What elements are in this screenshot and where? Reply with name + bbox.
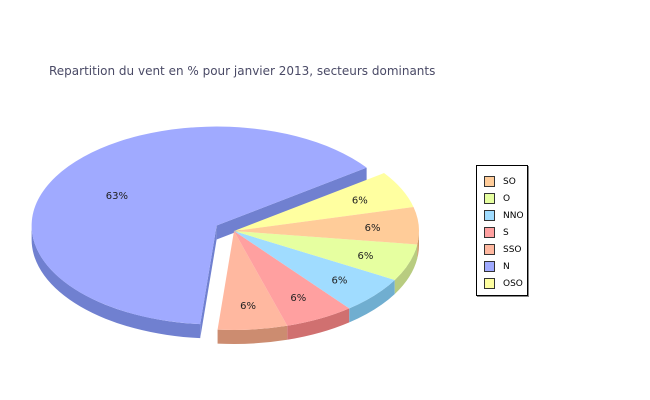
slice-label-n: 63% — [106, 191, 128, 202]
legend-label: OSO — [503, 278, 523, 289]
legend-swatch — [484, 210, 495, 221]
legend-swatch — [484, 261, 495, 272]
legend-swatch — [484, 278, 495, 289]
legend-label: N — [503, 261, 510, 272]
pie-slice-nno — [234, 231, 395, 309]
slice-label-so: 6% — [365, 223, 381, 234]
legend-swatch — [484, 176, 495, 187]
pie-slice-o — [234, 231, 418, 280]
legend-item-s: S — [484, 224, 527, 241]
legend-label: SO — [503, 176, 516, 187]
legend-label: NNO — [503, 210, 524, 221]
legend-item-so: SO — [484, 173, 527, 190]
legend-item-o: O — [484, 190, 527, 207]
slice-label-o: 6% — [357, 251, 373, 262]
slice-label-s: 6% — [290, 293, 306, 304]
legend-item-nno: NNO — [484, 207, 527, 224]
pie-side-o — [394, 244, 418, 294]
pie-side-s — [287, 308, 350, 340]
pie-side-so — [417, 231, 419, 259]
slice-label-nno: 6% — [331, 275, 347, 286]
legend-label: SSO — [503, 244, 522, 255]
pie-side-sso — [217, 325, 288, 345]
legend-item-sso: SSO — [484, 241, 527, 258]
legend-swatch — [484, 244, 495, 255]
legend-label: S — [503, 227, 509, 238]
legend-item-oso: OSO — [484, 275, 527, 292]
legend-item-n: N — [484, 258, 527, 275]
pie-side-n — [31, 225, 201, 339]
pie-slice-so — [234, 207, 419, 245]
chart-legend: SO O NNO S SSO N OSO — [476, 165, 528, 296]
chart-title: Repartition du vent en % pour janvier 20… — [49, 64, 436, 78]
pie-cut-n-1 — [200, 225, 217, 339]
legend-label: O — [503, 193, 511, 204]
pie-side-nno — [349, 279, 395, 323]
legend-swatch — [484, 227, 495, 238]
pie-cut-n-0 — [216, 167, 367, 240]
pie-slice-sso — [217, 231, 288, 331]
pie-slice-n — [31, 126, 367, 325]
slice-label-sso: 6% — [240, 301, 256, 312]
pie-slice-oso — [234, 173, 414, 231]
slice-label-oso: 6% — [352, 196, 368, 207]
pie-slice-s — [234, 231, 350, 326]
legend-swatch — [484, 193, 495, 204]
